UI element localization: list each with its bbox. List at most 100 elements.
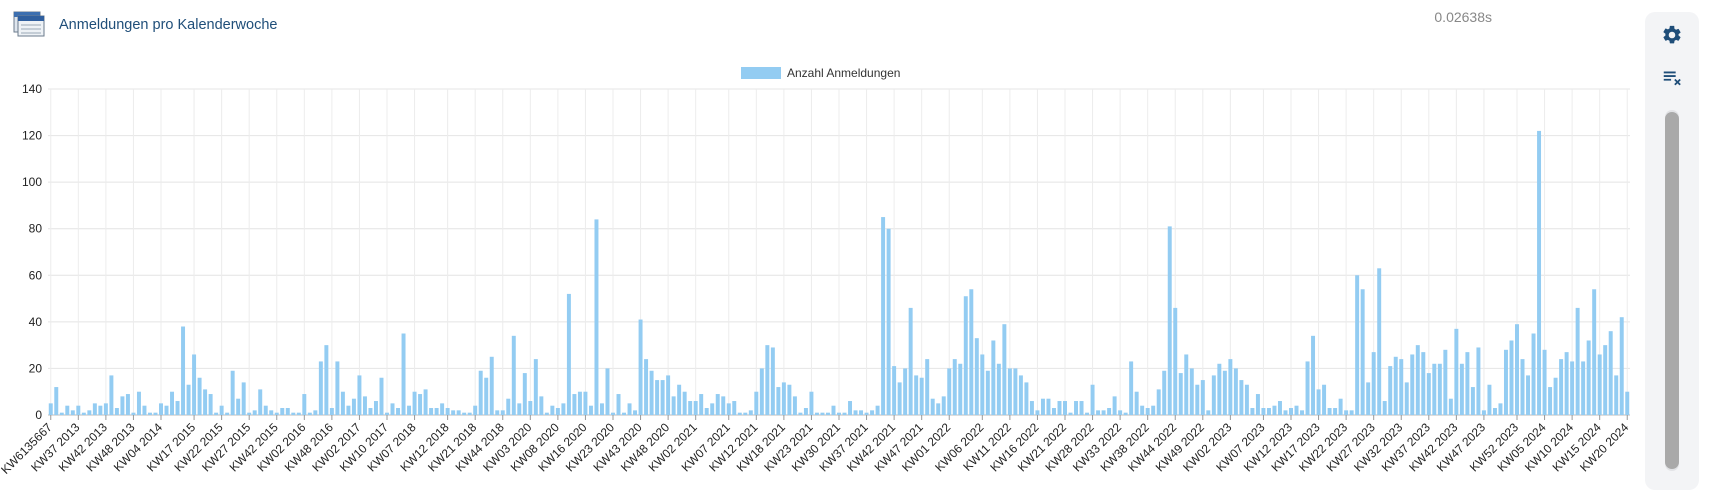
bar[interactable] — [539, 396, 544, 415]
bar[interactable] — [241, 382, 246, 415]
bar[interactable] — [92, 403, 97, 415]
bar[interactable] — [1498, 403, 1503, 415]
bar[interactable] — [952, 359, 957, 415]
bar[interactable] — [500, 410, 505, 415]
bar[interactable] — [682, 391, 687, 415]
bar[interactable] — [555, 408, 560, 415]
clear-list-button[interactable] — [1657, 62, 1687, 92]
bar[interactable] — [445, 408, 450, 415]
bar[interactable] — [296, 412, 301, 415]
bar[interactable] — [103, 403, 108, 415]
bar[interactable] — [484, 377, 489, 415]
bar[interactable] — [528, 401, 533, 415]
bar[interactable] — [1437, 363, 1442, 415]
bar[interactable] — [1382, 401, 1387, 415]
bar[interactable] — [693, 401, 698, 415]
bar[interactable] — [947, 368, 952, 415]
bar[interactable] — [699, 394, 704, 415]
bar[interactable] — [54, 387, 59, 415]
bar[interactable] — [622, 412, 627, 415]
bar[interactable] — [1145, 408, 1150, 415]
bar[interactable] — [633, 410, 638, 415]
bar[interactable] — [1333, 408, 1338, 415]
bar[interactable] — [1553, 377, 1558, 415]
bar[interactable] — [611, 412, 615, 415]
bar[interactable] — [671, 396, 676, 415]
bar[interactable] — [159, 403, 163, 415]
bar[interactable] — [1305, 361, 1310, 415]
bar[interactable] — [1570, 361, 1575, 415]
bar[interactable] — [1046, 398, 1051, 415]
bar[interactable] — [1509, 340, 1514, 415]
bar[interactable] — [1035, 410, 1040, 415]
bar[interactable] — [1156, 389, 1161, 415]
bar[interactable] — [1228, 359, 1233, 415]
bar[interactable] — [429, 408, 434, 415]
bar[interactable] — [831, 405, 836, 415]
bar[interactable] — [1492, 408, 1497, 415]
scrollbar-thumb[interactable] — [1665, 112, 1679, 469]
bar[interactable] — [418, 394, 423, 415]
bar[interactable] — [1548, 387, 1553, 415]
bar[interactable] — [1195, 384, 1200, 415]
bar[interactable] — [208, 394, 213, 415]
bar[interactable] — [1487, 384, 1492, 415]
bar[interactable] — [1029, 401, 1034, 415]
bar[interactable] — [1476, 347, 1481, 415]
bar[interactable] — [919, 377, 924, 415]
bar[interactable] — [1107, 408, 1112, 415]
bar[interactable] — [346, 405, 351, 415]
bar[interactable] — [577, 391, 582, 415]
bar[interactable] — [1068, 412, 1073, 415]
bar[interactable] — [401, 333, 406, 416]
scrollbar[interactable] — [1665, 110, 1679, 471]
bar[interactable] — [666, 375, 671, 415]
bar[interactable] — [655, 380, 660, 415]
bar[interactable] — [1404, 382, 1409, 415]
bar[interactable] — [616, 394, 621, 415]
bar[interactable] — [120, 396, 125, 415]
bar[interactable] — [192, 354, 197, 415]
bar[interactable] — [423, 389, 428, 415]
bar[interactable] — [1013, 368, 1018, 415]
bar[interactable] — [1002, 324, 1007, 415]
bar[interactable] — [1294, 405, 1299, 415]
bar[interactable] — [572, 394, 577, 415]
bar[interactable] — [274, 412, 279, 415]
bar[interactable] — [1112, 396, 1117, 415]
bar[interactable] — [825, 412, 830, 415]
bar[interactable] — [594, 219, 599, 415]
bar[interactable] — [1090, 384, 1095, 415]
bar[interactable] — [765, 345, 770, 415]
bar[interactable] — [991, 340, 996, 415]
bar[interactable] — [1167, 226, 1172, 415]
bar[interactable] — [930, 398, 935, 415]
bar[interactable] — [65, 405, 70, 415]
bar[interactable] — [59, 412, 64, 415]
bar[interactable] — [588, 405, 593, 415]
bar[interactable] — [1542, 349, 1547, 415]
bar[interactable] — [925, 359, 930, 415]
bar[interactable] — [456, 410, 461, 415]
bar[interactable] — [396, 408, 401, 415]
bar[interactable] — [263, 405, 268, 415]
bar[interactable] — [1410, 354, 1415, 415]
bar[interactable] — [881, 217, 886, 415]
bar[interactable] — [1388, 366, 1393, 415]
bar[interactable] — [147, 412, 152, 415]
legend[interactable]: Anzahl Anmeldungen — [741, 66, 900, 80]
bar[interactable] — [175, 401, 180, 415]
bar[interactable] — [886, 228, 891, 415]
bar[interactable] — [754, 391, 759, 415]
bar[interactable] — [897, 382, 902, 415]
bar[interactable] — [340, 391, 345, 415]
bar[interactable] — [70, 410, 75, 415]
bar[interactable] — [407, 405, 412, 415]
bar[interactable] — [1085, 412, 1090, 415]
bar[interactable] — [759, 368, 764, 415]
bar[interactable] — [1206, 410, 1211, 415]
bar[interactable] — [776, 387, 781, 415]
bar[interactable] — [357, 375, 362, 415]
bar[interactable] — [1603, 345, 1608, 415]
bar[interactable] — [1608, 331, 1613, 415]
